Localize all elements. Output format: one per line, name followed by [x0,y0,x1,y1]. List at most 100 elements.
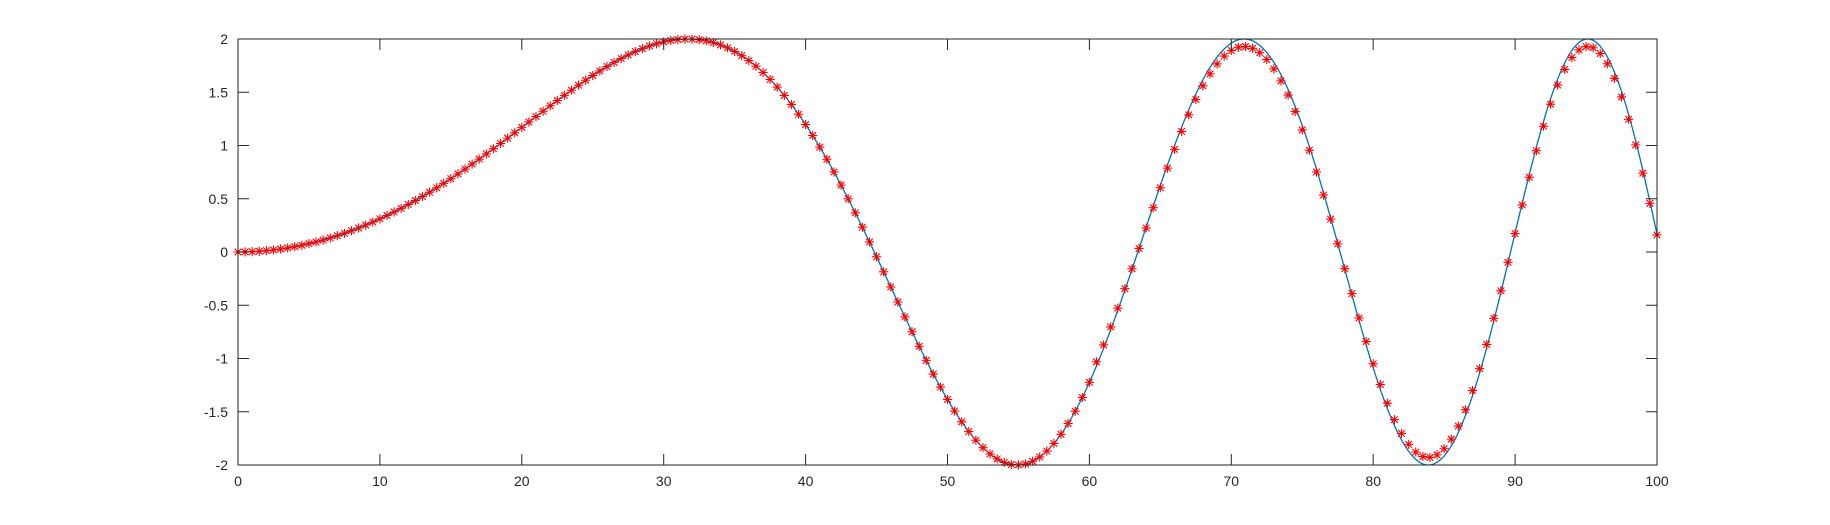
data-point [510,128,520,138]
data-point [1588,43,1598,53]
data-point [1347,288,1357,299]
data-point [1368,359,1378,369]
data-point [268,245,279,255]
data-point [1247,43,1258,53]
data-point [559,90,569,100]
data-point [1169,144,1180,154]
data-point [432,183,442,193]
data-point [1560,64,1570,75]
data-point [460,164,470,174]
data-point [1510,228,1520,239]
data-point [850,208,860,218]
data-point [1538,121,1549,131]
data-point [708,37,718,48]
data-point [538,106,548,116]
data-point [290,242,300,252]
y-tick-label: -2 [216,457,229,473]
y-tick-label: -1.5 [204,404,228,420]
data-point [1553,80,1563,90]
data-point [616,53,626,64]
data-point [339,228,350,238]
data-point [1113,303,1123,313]
data-point [602,61,612,72]
data-point [375,214,385,224]
data-point [701,36,711,46]
data-point [488,144,499,154]
data-point [1141,223,1151,233]
data-point [1411,447,1421,457]
x-tick-label: 0 [234,473,242,489]
data-point [254,246,264,256]
y-tick-labels: 2 1.5 1 0.5 0 -0.5 -1 -1.5 -2 [204,31,228,473]
data-point [772,82,782,92]
data-point [361,220,371,230]
data-point [999,457,1009,468]
data-point [1205,69,1215,79]
data-point [957,417,967,427]
data-point [332,231,342,241]
y-tick-label: 0.5 [209,191,229,207]
data-point [1042,446,1052,456]
data-point [1155,183,1165,193]
data-point [694,35,704,45]
data-point [474,154,484,164]
y-tick-label: -0.5 [204,297,228,313]
y-tick-label: 1.5 [209,84,229,100]
data-point [1311,167,1322,177]
data-point [822,154,832,164]
data-point [311,237,321,247]
data-point [1375,379,1385,390]
data-point [1439,444,1449,454]
x-tick-label: 30 [656,473,672,489]
data-point [978,443,988,453]
data-point [1056,429,1066,439]
data-point [666,35,676,46]
data-point [1418,451,1428,462]
data-point [1184,110,1194,120]
data-point [864,237,875,247]
data-point [467,159,477,169]
data-point [1212,59,1222,69]
data-point [1063,418,1073,429]
data-point [346,226,357,236]
data-point [1177,126,1187,137]
data-point [446,174,456,184]
data-point [1020,459,1031,469]
data-point [588,70,598,81]
data-point [1361,336,1371,347]
data-point [730,46,740,57]
data-point [1396,428,1407,439]
data-point [1475,364,1485,374]
data-point [1297,125,1307,135]
data-point [1120,284,1130,294]
data-point [1489,313,1499,323]
data-point [801,119,811,130]
data-point [1049,438,1059,449]
data-point [1609,73,1620,83]
data-point [1340,264,1350,274]
data-point [652,39,662,49]
data-point [1638,168,1648,178]
data-point [751,61,761,71]
data-point [1134,243,1144,254]
data-point [942,394,953,405]
data-point [1425,452,1435,463]
x-tick-label: 70 [1224,473,1240,489]
data-point [1148,203,1158,213]
data-point [495,138,506,149]
data-point [417,191,428,202]
data-point [808,130,818,141]
x-tick-label: 100 [1645,473,1669,489]
data-point [1233,42,1243,52]
axes [237,38,1658,466]
data-point [964,426,974,437]
data-point [524,117,534,127]
data-point [843,194,853,204]
data-point [914,341,924,351]
data-point [1084,377,1094,387]
y-tick-label: -1 [216,351,229,367]
data-point [1191,94,1201,105]
data-point [907,327,917,337]
data-point [304,239,314,249]
